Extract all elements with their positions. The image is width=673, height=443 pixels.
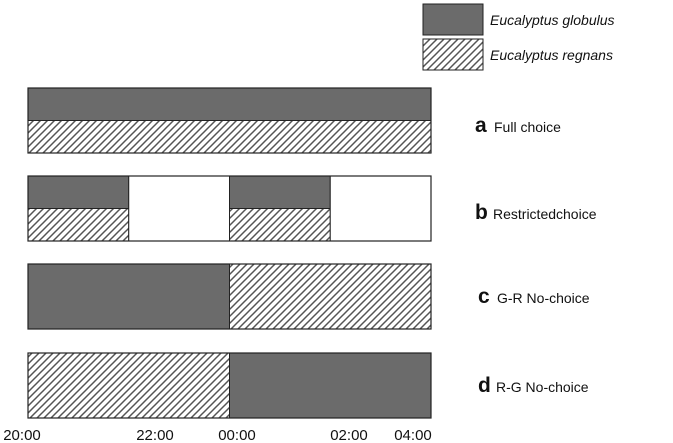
schedule-bar-b [27,175,432,242]
segment-regnans [27,120,432,154]
bar-frame [27,87,432,154]
treatment-row-d: d R-G No-choice [27,352,589,419]
legend: Eucalyptus globulus Eucalyptus regnans [422,3,615,71]
treatment-letter-d: d [478,374,491,397]
segment-none [128,175,230,242]
time-tick-label: 02:00 [330,427,368,443]
segment-globulus [27,87,432,121]
treatment-name-c: G-R No-choice [497,290,590,306]
schedule-bar-a [27,87,432,154]
schedule-bar-c [27,263,432,330]
segment-regnans [229,263,432,330]
legend-label-regnans: Eucalyptus regnans [490,47,613,63]
schedule-bar-d [27,352,432,419]
segment-regnans [229,208,331,242]
treatment-rows: a Full choice b Restrictedchoice c G-R N… [27,87,597,419]
treatment-letter-b: b [475,201,488,224]
segment-globulus [27,175,130,209]
time-tick-label: 22:00 [136,427,174,443]
treatment-name-a: Full choice [494,119,561,135]
segment-globulus [229,352,432,419]
legend-label-globulus: Eucalyptus globulus [490,12,615,28]
time-tick-label: 00:00 [218,427,256,443]
segment-globulus [229,175,331,209]
segment-regnans [27,208,130,242]
segment-globulus [27,263,230,330]
treatment-letter-a: a [475,114,487,137]
legend-swatch-globulus [422,3,484,36]
time-tick-label: 04:00 [394,427,432,443]
bar-frame [27,175,432,242]
treatment-letter-c: c [478,285,490,308]
treatment-name-b: Restrictedchoice [493,206,597,222]
treatment-row-c: c G-R No-choice [27,263,590,330]
segment-regnans [27,352,230,419]
time-axis: 20:00 22:00 00:00 02:00 04:00 [3,427,432,443]
treatment-row-b: b Restrictedchoice [27,175,597,242]
legend-swatch-regnans [422,38,484,71]
bar-frame [27,352,432,419]
treatment-name-d: R-G No-choice [496,379,589,395]
treatment-row-a: a Full choice [27,87,561,154]
time-tick-label: 20:00 [3,427,41,443]
bar-frame [27,263,432,330]
segment-none [329,175,432,242]
